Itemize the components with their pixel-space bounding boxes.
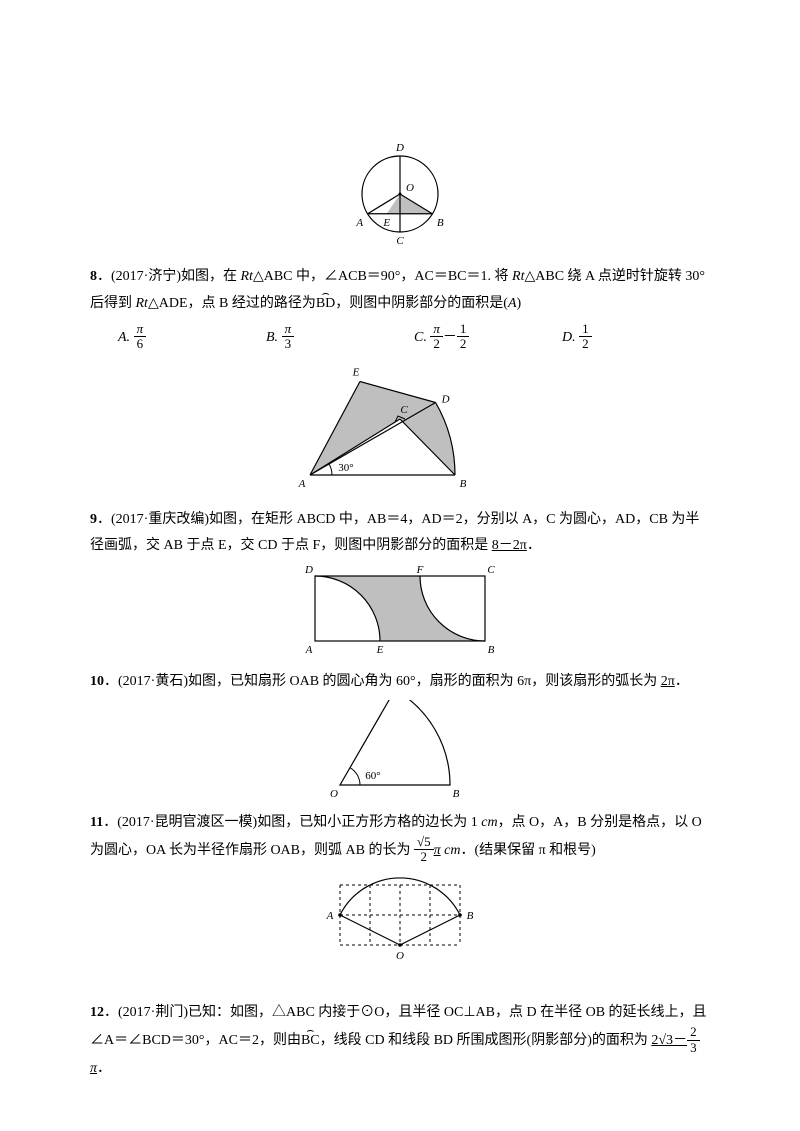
problem-10-answer: 2π bbox=[661, 674, 675, 689]
figure-9: A B C D E F bbox=[90, 564, 710, 659]
choice-A: A. π6 bbox=[118, 323, 266, 353]
problem-11-answer: √52π bbox=[414, 843, 441, 858]
svg-text:O: O bbox=[406, 182, 414, 194]
figure-9-svg: A B C D E F bbox=[295, 564, 505, 659]
figure-8: 30° A B C D E bbox=[90, 357, 710, 497]
svg-text:F: F bbox=[416, 564, 424, 576]
svg-text:60°: 60° bbox=[365, 770, 380, 782]
svg-text:E: E bbox=[382, 217, 390, 229]
svg-text:O: O bbox=[330, 788, 338, 800]
problem-11-number: 11 bbox=[90, 815, 103, 830]
svg-text:E: E bbox=[376, 644, 384, 656]
svg-text:B: B bbox=[467, 910, 474, 922]
figure-top-svg: D O A B EC bbox=[335, 124, 465, 254]
problem-8-source: (2017·济宁) bbox=[111, 269, 181, 284]
choice-C: C. π2－12 bbox=[414, 323, 562, 353]
problem-10: 10．(2017·黄石)如图，已知扇形 OAB 的圆心角为 60°，扇形的面积为… bbox=[90, 669, 710, 696]
problem-9-number: 9 bbox=[90, 512, 97, 527]
figure-10-svg: 60°OBA bbox=[315, 700, 485, 800]
svg-text:A: A bbox=[326, 910, 334, 922]
svg-text:C: C bbox=[396, 235, 404, 247]
problem-11: 11．(2017·昆明官渡区一模)如图，已知小正方形方格的边长为 1 cm，点 … bbox=[90, 810, 710, 866]
problem-8-number: 8 bbox=[90, 269, 97, 284]
svg-text:C: C bbox=[400, 404, 408, 416]
problem-8-choices: A. π6 B. π3 C. π2－12 D. 12 bbox=[90, 323, 710, 353]
svg-text:A: A bbox=[305, 644, 313, 656]
svg-text:C: C bbox=[487, 564, 495, 576]
svg-text:30°: 30° bbox=[338, 462, 353, 474]
problem-12-number: 12 bbox=[90, 1005, 104, 1020]
problem-8-answer: A bbox=[508, 296, 517, 311]
svg-text:B: B bbox=[453, 788, 460, 800]
svg-text:A: A bbox=[355, 217, 363, 229]
svg-text:A: A bbox=[298, 478, 306, 490]
figure-top: D O A B EC bbox=[90, 124, 710, 254]
figure-11-svg: O A B bbox=[300, 870, 500, 990]
figure-10: 60°OBA bbox=[90, 700, 710, 800]
problem-9-answer: 8－2π bbox=[492, 538, 527, 553]
problem-9: 9．(2017·重庆改编)如图，在矩形 ABCD 中，AB＝4，AD＝2，分别以… bbox=[90, 507, 710, 560]
choice-D: D. 12 bbox=[562, 323, 710, 353]
svg-text:D: D bbox=[304, 564, 313, 576]
svg-text:B: B bbox=[437, 217, 444, 229]
figure-8-svg: 30° A B C D E bbox=[285, 357, 515, 497]
svg-text:B: B bbox=[460, 478, 467, 490]
svg-text:B: B bbox=[488, 644, 495, 656]
svg-text:D: D bbox=[395, 142, 404, 154]
svg-text:E: E bbox=[352, 366, 360, 378]
problem-10-number: 10 bbox=[90, 674, 104, 689]
page-content: DOABEC 8．(2017·济宁)如图，在 Rt△ABC 中，∠ACB＝90°… bbox=[0, 0, 800, 1123]
choice-B: B. π3 bbox=[266, 323, 414, 353]
svg-text:D: D bbox=[441, 393, 450, 405]
problem-12: 12．(2017·荆门)已知：如图，△ABC 内接于⊙O，且半径 OC⊥AB，点… bbox=[90, 1000, 710, 1083]
svg-text:O: O bbox=[396, 950, 404, 962]
problem-8: 8．(2017·济宁)如图，在 Rt△ABC 中，∠ACB＝90°，AC＝BC＝… bbox=[90, 264, 710, 317]
figure-11: O A B bbox=[90, 870, 710, 990]
